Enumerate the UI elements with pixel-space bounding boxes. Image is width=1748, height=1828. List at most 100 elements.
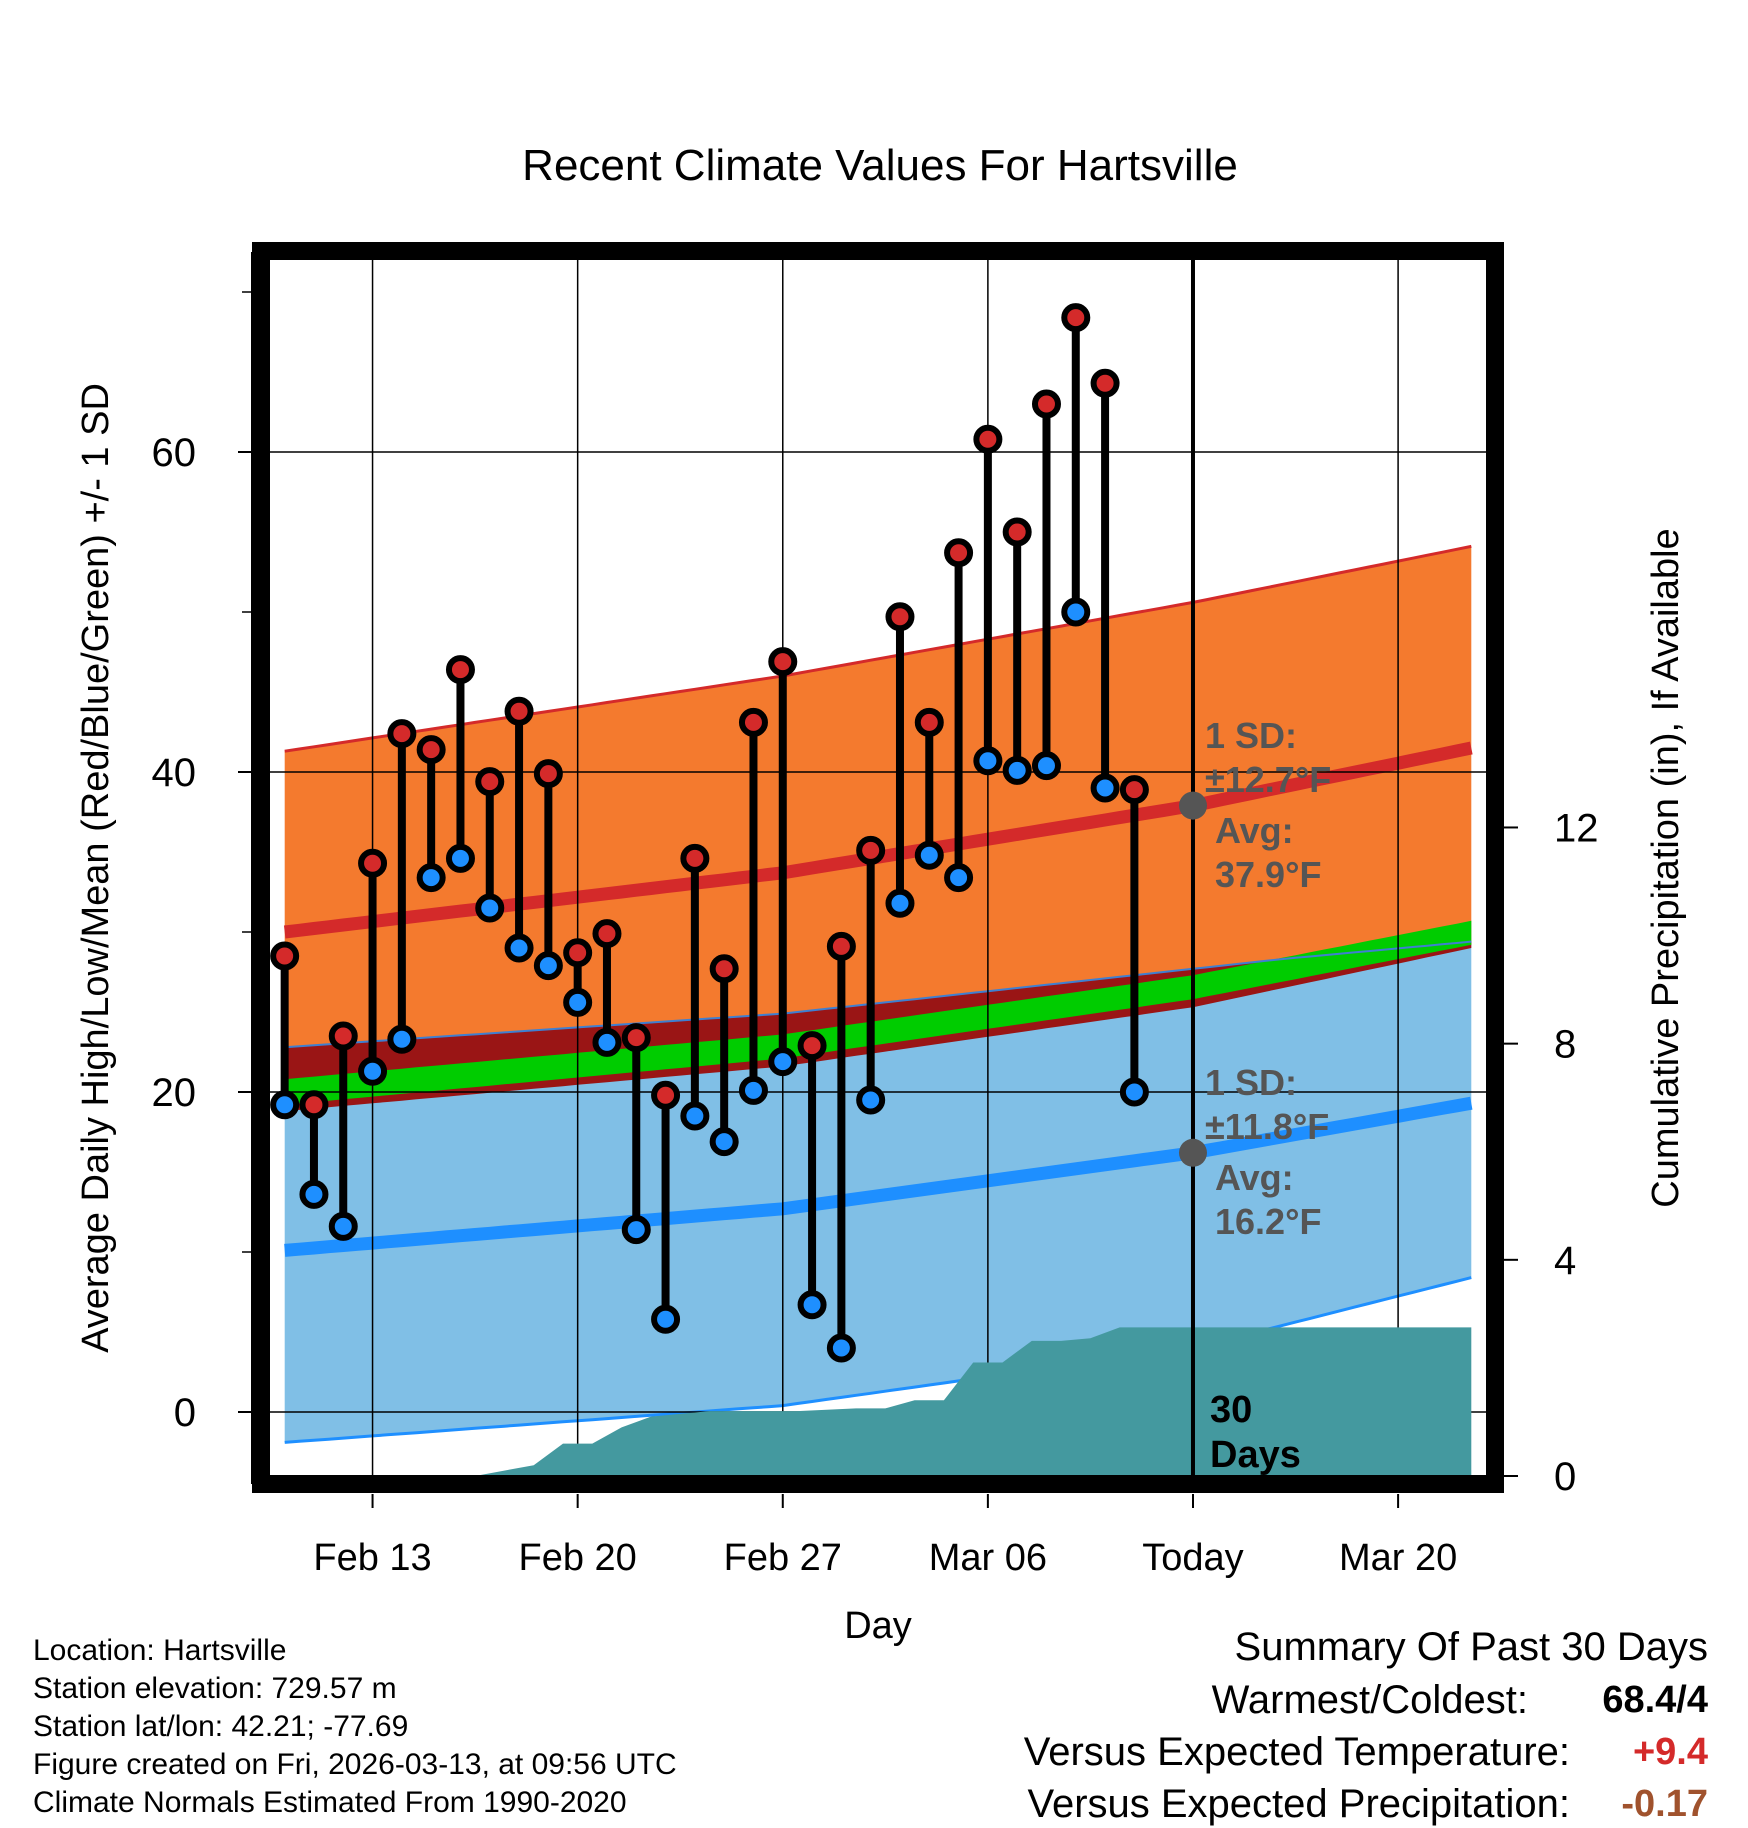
daily-high-marker	[416, 735, 446, 765]
created-text: Figure created on Fri, 2026-03-13, at 09…	[33, 1748, 677, 1781]
daily-high-marker	[387, 719, 417, 749]
daily-low-marker	[504, 933, 534, 963]
daily-low-marker	[826, 1333, 856, 1363]
daily-high-marker	[445, 655, 475, 685]
x-tick-label: Mar 20	[1339, 1537, 1457, 1579]
daily-low-marker	[1002, 755, 1032, 785]
low-normal-annotation: 1 SD: ±11.8°F Avg: 16.2°F	[1205, 1062, 1329, 1242]
low-avg-label: Avg:	[1215, 1157, 1294, 1198]
observations	[270, 303, 1149, 1363]
daily-high-marker	[358, 848, 388, 878]
low-avg-value: 16.2°F	[1215, 1201, 1321, 1242]
high-avg-label: Avg:	[1215, 810, 1294, 851]
y2-tick-label: 0	[1554, 1455, 1576, 1499]
daily-low-marker	[973, 746, 1003, 776]
daily-low-marker	[944, 863, 974, 893]
daily-low-marker	[270, 1090, 300, 1120]
today-label-line2: Days	[1210, 1434, 1301, 1476]
daily-low-marker	[563, 987, 593, 1017]
daily-high-marker	[563, 938, 593, 968]
daily-high-marker	[270, 941, 300, 971]
elevation-text: Station elevation: 729.57 m	[33, 1672, 397, 1705]
x-tick-label: Feb 20	[519, 1537, 637, 1579]
daily-high-marker	[504, 696, 534, 726]
y-tick-label: 20	[152, 1071, 197, 1115]
high-normal-today-marker	[1178, 791, 1207, 820]
daily-high-marker	[768, 647, 798, 677]
x-tick-label: Today	[1142, 1537, 1243, 1579]
daily-high-marker	[299, 1090, 329, 1120]
y2-tick-label: 8	[1554, 1023, 1576, 1067]
daily-low-marker	[885, 888, 915, 918]
temp-label: Versus Expected Temperature:	[1023, 1730, 1570, 1774]
low-sd-value: ±11.8°F	[1205, 1106, 1329, 1147]
daily-low-marker	[387, 1024, 417, 1054]
daily-low-marker	[856, 1085, 886, 1115]
daily-high-marker	[680, 843, 710, 873]
daily-low-marker	[680, 1101, 710, 1131]
location-text: Location: Hartsville	[33, 1634, 287, 1667]
x-tick-label: Feb 13	[313, 1537, 431, 1579]
summary-heading: Summary Of Past 30 Days	[1234, 1625, 1708, 1669]
latlon-text: Station lat/lon: 42.21; -77.69	[33, 1710, 409, 1743]
daily-high-marker	[709, 954, 739, 984]
daily-low-marker	[592, 1027, 622, 1057]
daily-low-marker	[358, 1056, 388, 1086]
x-axis-label: Day	[844, 1605, 912, 1647]
station-metadata: Location: Hartsville Station elevation: …	[33, 1632, 677, 1822]
y-tick-label: 60	[152, 431, 197, 475]
daily-high-marker	[856, 835, 886, 865]
y2-axis-label: Cumulative Precipitation (in), If Availa…	[1645, 528, 1687, 1207]
warmest-value: 68.4/4	[1602, 1679, 1708, 1721]
precip-label: Versus Expected Precipitation:	[1027, 1782, 1570, 1826]
low-normal-today-marker	[1178, 1138, 1207, 1167]
daily-low-marker	[1090, 773, 1120, 803]
precip-anomaly-value: -0.17	[1621, 1783, 1708, 1825]
daily-high-marker	[973, 424, 1003, 454]
daily-low-marker	[621, 1215, 651, 1245]
y-axis-label: Average Daily High/Low/Mean (Red/Blue/Gr…	[75, 383, 117, 1353]
daily-high-marker	[1002, 517, 1032, 547]
daily-low-marker	[299, 1179, 329, 1209]
plot-frame	[252, 242, 1504, 1493]
daily-high-marker	[621, 1023, 651, 1053]
daily-high-marker	[1061, 303, 1091, 333]
chart-title: Recent Climate Values For Hartsville	[522, 141, 1238, 190]
daily-high-marker	[475, 767, 505, 797]
daily-high-marker	[533, 759, 563, 789]
daily-high-marker	[738, 707, 768, 737]
daily-low-marker	[475, 893, 505, 923]
low-sd-label: 1 SD:	[1205, 1062, 1297, 1103]
daily-high-marker	[914, 707, 944, 737]
daily-low-marker	[709, 1127, 739, 1157]
daily-low-marker	[738, 1075, 768, 1105]
high-sd-label: 1 SD:	[1205, 715, 1297, 756]
high-avg-value: 37.9°F	[1215, 854, 1321, 895]
daily-low-marker	[416, 863, 446, 893]
daily-low-marker	[768, 1047, 798, 1077]
daily-low-marker	[651, 1304, 681, 1334]
precipitation-fill	[475, 1327, 1472, 1476]
daily-high-marker	[592, 919, 622, 949]
axes: 0 20 40 60 0 4 8 12 Feb 13 Feb 20 Feb 27 Mar 06 Toda…	[152, 252, 1599, 1579]
low-normal-line	[284, 1096, 1473, 1257]
y2-tick-label: 4	[1554, 1239, 1576, 1283]
daily-high-marker	[1119, 775, 1149, 805]
today-label-line1: 30	[1210, 1389, 1252, 1431]
low-sd-band	[284, 920, 1472, 1443]
daily-high-marker	[328, 1021, 358, 1051]
daily-low-marker	[445, 843, 475, 873]
daily-high-marker	[651, 1080, 681, 1110]
daily-high-marker	[826, 931, 856, 961]
temp-anomaly-value: +9.4	[1632, 1731, 1708, 1773]
daily-high-marker	[1090, 368, 1120, 398]
low-sd-upper-line	[284, 940, 1472, 1049]
normals-text: Climate Normals Estimated From 1990-2020	[33, 1786, 627, 1819]
daily-low-marker	[914, 840, 944, 870]
daily-high-marker	[1031, 389, 1061, 419]
today-marker	[1178, 260, 1207, 1476]
daily-low-marker	[797, 1290, 827, 1320]
high-sd-value: ±12.7°F	[1205, 759, 1331, 800]
daily-low-marker	[328, 1211, 358, 1241]
